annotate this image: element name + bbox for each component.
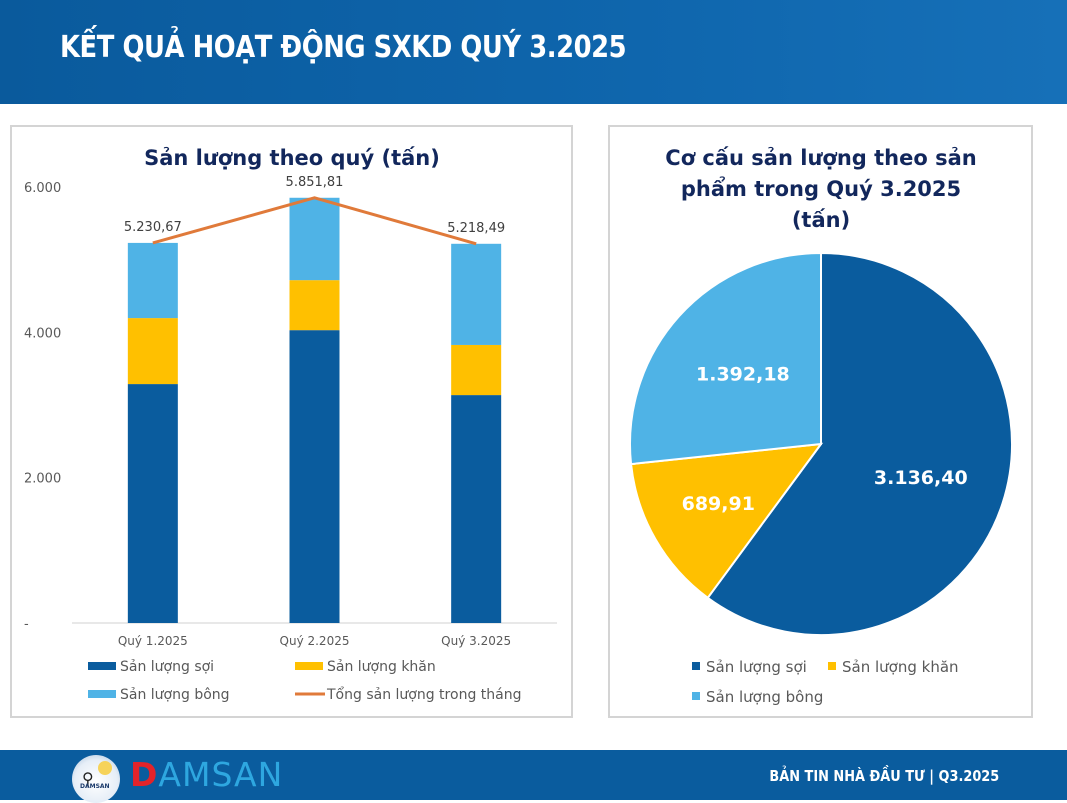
y-tick-label: - bbox=[24, 617, 29, 632]
legend-label: Sản lượng bông bbox=[120, 687, 230, 703]
pie-chart-legend: Sản lượng sợi Sản lượng khăn Sản lượng bôn… bbox=[692, 658, 959, 706]
total-data-label: 5.218,49 bbox=[447, 221, 505, 236]
legend-swatch bbox=[295, 662, 323, 670]
bar-segment-khan bbox=[127, 318, 178, 385]
legend-swatch bbox=[692, 692, 700, 700]
page-footer: ⚲ DAMSAN DAMSAN BẢN TIN NHÀ ĐẦU TƯ | Q3.… bbox=[0, 750, 1067, 803]
x-tick-label: Quý 2.2025 bbox=[280, 634, 350, 648]
legend-label: Sản lượng bông bbox=[706, 688, 823, 706]
pie-slice-bong bbox=[629, 251, 822, 466]
bar-chart-title: Sản lượng theo quý (tấn) bbox=[144, 146, 440, 170]
bar-series bbox=[127, 197, 502, 623]
bar-chart: Sản lượng theo quý (tấn) - 2.000 4.000 6.00… bbox=[24, 146, 557, 703]
bar-segment-khan bbox=[289, 280, 340, 331]
pie-data-label: 1.392,18 bbox=[696, 364, 790, 386]
x-tick-label: Quý 1.2025 bbox=[118, 634, 188, 648]
pie-title-line: Cơ cấu sản lượng theo sản bbox=[665, 146, 976, 170]
page-title: KẾT QUẢ HOẠT ĐỘNG SXKD QUÝ 3.2025 bbox=[60, 30, 627, 65]
pie-chart: Cơ cấu sản lượng theo sản phẩm trong Quý … bbox=[629, 146, 1013, 706]
logo-sun-icon bbox=[98, 761, 112, 775]
pie-data-label: 689,91 bbox=[682, 493, 755, 515]
data-labels: 5.230,67 5.851,81 5.218,49 bbox=[124, 175, 505, 236]
brand-rest: AMSAN bbox=[158, 755, 284, 794]
bar-segment-bong bbox=[451, 243, 502, 345]
bar-segment-khan bbox=[451, 344, 502, 396]
legend-label: Sản lượng sợi bbox=[120, 659, 214, 675]
pie-title-line: (tấn) bbox=[792, 208, 850, 232]
x-axis-ticks: Quý 1.2025 Quý 2.2025 Quý 3.2025 bbox=[118, 634, 511, 648]
y-tick-label: 6.000 bbox=[24, 181, 61, 196]
pie-slice-soi bbox=[706, 251, 1013, 636]
brand-wordmark: DAMSAN bbox=[130, 755, 283, 794]
page-header: KẾT QUẢ HOẠT ĐỘNG SXKD QUÝ 3.2025 bbox=[0, 0, 1067, 104]
total-data-label: 5.230,67 bbox=[124, 220, 182, 235]
bar-segment-soi bbox=[127, 384, 178, 623]
total-data-label: 5.851,81 bbox=[286, 175, 344, 190]
pie-slices bbox=[629, 251, 1013, 636]
bar-chart-panel: Sản lượng theo quý (tấn) - 2.000 4.000 6.00… bbox=[10, 125, 573, 718]
legend-swatch bbox=[88, 662, 116, 670]
legend-label: Sản lượng sợi bbox=[706, 658, 807, 676]
y-tick-label: 4.000 bbox=[24, 326, 61, 341]
pie-slice-khan bbox=[629, 442, 824, 600]
bar-segment-bong bbox=[289, 197, 340, 281]
logo-mini-text: DAMSAN bbox=[80, 783, 110, 790]
bar-segment-bong bbox=[127, 242, 178, 319]
x-tick-label: Quý 3.2025 bbox=[441, 634, 511, 648]
legend-swatch bbox=[88, 690, 116, 698]
legend-swatch bbox=[692, 662, 700, 670]
footer-subtitle: BẢN TIN NHÀ ĐẦU TƯ | Q3.2025 bbox=[769, 767, 999, 785]
bar-segment-soi bbox=[289, 330, 340, 623]
bar-segment-soi bbox=[451, 395, 502, 623]
total-line bbox=[152, 196, 477, 246]
legend-swatch bbox=[828, 662, 836, 670]
legend-label: Sản lượng khăn bbox=[327, 659, 436, 675]
pie-data-label: 3.136,40 bbox=[874, 467, 968, 489]
pie-data-labels: 3.136,40 689,91 1.392,18 bbox=[682, 364, 968, 515]
y-tick-label: 2.000 bbox=[24, 472, 61, 487]
legend-label: Sản lượng khăn bbox=[842, 658, 959, 676]
brand-letter-d: D bbox=[130, 755, 159, 794]
pie-chart-panel: Cơ cấu sản lượng theo sản phẩm trong Quý … bbox=[608, 125, 1033, 718]
total-line-series bbox=[152, 196, 477, 246]
logo-figure-icon: ⚲ bbox=[82, 769, 94, 788]
company-logo-icon: ⚲ DAMSAN bbox=[72, 755, 120, 803]
pie-chart-title: Cơ cấu sản lượng theo sản phẩm trong Quý … bbox=[665, 146, 976, 232]
pie-title-line: phẩm trong Quý 3.2025 bbox=[681, 176, 961, 201]
legend-label: Tổng sản lượng trong tháng bbox=[326, 686, 521, 703]
bar-chart-legend: Sản lượng sợi Sản lượng khăn Sản lượng bôn… bbox=[88, 659, 521, 703]
y-axis-ticks: - 2.000 4.000 6.000 bbox=[24, 181, 61, 632]
